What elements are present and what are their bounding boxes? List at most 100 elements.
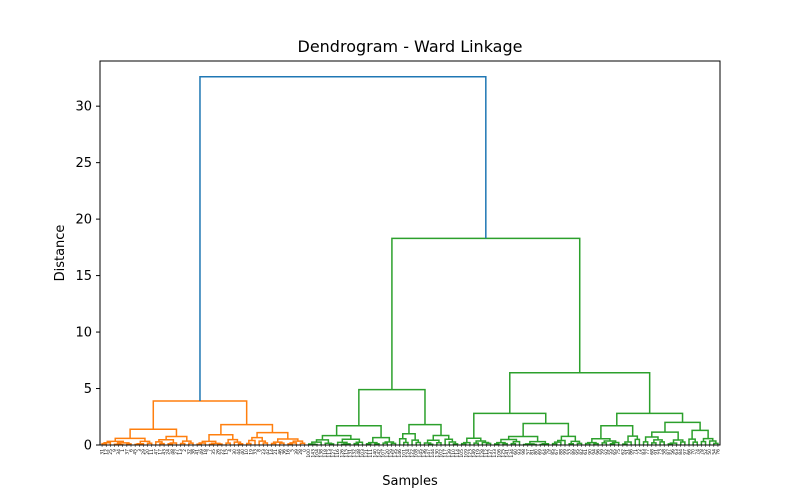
x-tick-label: 36 xyxy=(281,449,287,455)
x-tick-label: 95 xyxy=(575,449,581,455)
y-tick-label: 20 xyxy=(75,213,92,228)
x-tick-label: 130 xyxy=(434,449,440,458)
x-tick-label: 53 xyxy=(567,449,573,455)
x-tick-label: 89 xyxy=(571,449,577,455)
x-tick-label: 68 xyxy=(649,449,655,455)
x-tick-label: 64 xyxy=(542,449,548,455)
x-axis-ticks: 31 12 25 9 34 1 37 6 45 3 29 20 11 47 17 43 24 48 27 13 2 32 3… xyxy=(100,445,721,458)
dendrogram-link xyxy=(634,438,641,445)
dendrogram-link xyxy=(198,442,207,445)
dendrogram-link xyxy=(103,441,112,445)
x-tick-label: 99 xyxy=(563,449,569,455)
x-tick-label: 119 xyxy=(476,449,482,458)
x-tick-label: 10 xyxy=(244,449,250,455)
dendrogram-link xyxy=(452,443,459,445)
x-tick-label: 37 xyxy=(124,449,130,455)
dendrogram-link xyxy=(692,441,699,445)
dendrogram-link xyxy=(136,442,145,445)
x-tick-label: 100 xyxy=(306,449,312,458)
x-tick-label: 48 xyxy=(170,449,176,455)
x-tick-label: 17 xyxy=(157,449,163,455)
x-tick-label: 137 xyxy=(488,449,494,458)
y-axis-label: Distance xyxy=(53,225,68,282)
y-tick-label: 25 xyxy=(75,156,92,171)
x-tick-label: 29 xyxy=(141,449,147,455)
dendrogram-link xyxy=(485,442,492,445)
x-tick-label: 118 xyxy=(323,449,329,458)
dendrogram-link xyxy=(510,442,517,445)
x-tick-label: 76 xyxy=(715,449,721,455)
x-tick-label: 88 xyxy=(558,449,564,455)
x-tick-label: 72 xyxy=(637,449,643,455)
dendrogram-link xyxy=(609,442,616,445)
x-tick-label: 44 xyxy=(236,449,242,455)
x-tick-label: 69 xyxy=(538,449,544,455)
x-tick-label: 85 xyxy=(550,449,556,455)
x-tick-label: 35 xyxy=(211,449,217,455)
x-tick-label: 131 xyxy=(348,449,354,458)
dendrogram-link xyxy=(644,436,659,442)
x-tick-label: 98 xyxy=(521,449,527,455)
x-tick-label: 21 xyxy=(273,449,279,455)
x-tick-label: 15 xyxy=(224,449,230,455)
dendrogram-links xyxy=(101,76,719,446)
x-tick-label: 55 xyxy=(608,449,614,455)
x-tick-label: 13 xyxy=(178,449,184,455)
x-tick-label: 133 xyxy=(492,449,498,458)
dendrogram-link xyxy=(522,422,570,437)
dendrogram-link xyxy=(713,442,719,445)
x-tick-label: 61 xyxy=(583,449,589,455)
dendrogram-link xyxy=(158,438,175,444)
x-tick-label: 146 xyxy=(397,449,403,458)
x-tick-label: 81 xyxy=(529,449,535,455)
x-tick-label: 63 xyxy=(674,449,680,455)
dendrogram-link xyxy=(179,442,186,445)
x-tick-label: 27 xyxy=(174,449,180,455)
x-tick-label: 70 xyxy=(691,449,697,455)
y-tick-label: 5 xyxy=(84,382,92,397)
x-tick-label: 77 xyxy=(645,449,651,455)
cluster-2a-link xyxy=(358,388,426,426)
dendrogram-link xyxy=(402,433,416,441)
dendrogram-link xyxy=(500,438,518,443)
x-tick-label: 51 xyxy=(625,449,631,455)
dendrogram-link xyxy=(653,439,663,443)
dendrogram-link xyxy=(311,441,322,445)
x-tick-label: 108 xyxy=(414,449,420,458)
dendrogram-link xyxy=(315,439,330,444)
dendrogram-link xyxy=(466,437,482,443)
x-tick-label: 145 xyxy=(418,449,424,458)
x-tick-label: 124 xyxy=(405,449,411,458)
dendrogram-link xyxy=(448,441,457,445)
x-tick-label: 42 xyxy=(265,449,271,455)
x-tick-label: 139 xyxy=(447,449,453,458)
x-tick-label: 73 xyxy=(658,449,664,455)
x-tick-label: 110 xyxy=(451,449,457,458)
x-tick-label: 33 xyxy=(253,449,259,455)
dendrogram-link xyxy=(188,442,194,445)
x-tick-label: 32 xyxy=(186,449,192,455)
dendrogram-link xyxy=(220,423,274,435)
dendrogram-link xyxy=(593,442,599,445)
dendrogram-link xyxy=(390,442,397,445)
x-tick-label: 7 xyxy=(207,449,213,452)
dendrogram-link xyxy=(568,443,575,445)
dendrogram-link xyxy=(181,440,192,444)
x-tick-label: 144 xyxy=(430,449,436,458)
x-tick-label: 129 xyxy=(389,449,395,458)
dendrogram-link xyxy=(524,443,535,445)
x-tick-label: 107 xyxy=(381,449,387,458)
dendrogram-link xyxy=(659,441,665,445)
x-tick-label: 38 xyxy=(191,449,197,455)
x-tick-label: 22 xyxy=(219,449,225,455)
x-tick-label: 3 xyxy=(137,449,143,452)
dendrogram-link xyxy=(651,431,679,441)
x-tick-label: 45 xyxy=(133,449,139,455)
x-tick-label: 62 xyxy=(620,449,626,455)
x-tick-label: 56 xyxy=(670,449,676,455)
x-tick-label: 122 xyxy=(410,449,416,458)
y-tick-label: 15 xyxy=(75,269,92,284)
x-tick-label: 39 xyxy=(294,449,300,455)
dendrogram-link xyxy=(353,442,360,445)
